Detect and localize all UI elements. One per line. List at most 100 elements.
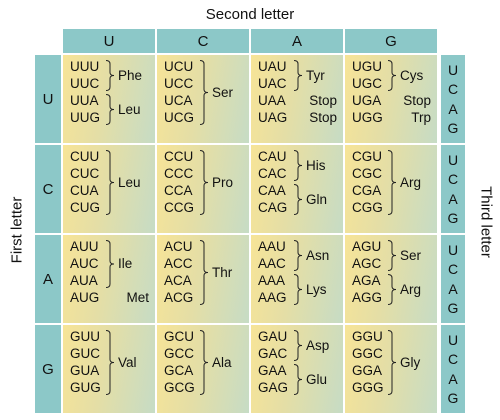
- amino-acid-label: Trp: [411, 110, 431, 125]
- brace-mark: [105, 60, 115, 91]
- third-letter-u: U: [447, 241, 459, 258]
- amino-acid-label: Leu: [118, 101, 141, 117]
- codon: GAC: [258, 346, 288, 361]
- codon-cell: UCU UCC UCA UCG Ser: [157, 55, 249, 143]
- codon: UUG: [70, 110, 100, 125]
- brace-mark: [105, 240, 115, 288]
- codon-cell: CCU CCC CCA CCG Pro: [157, 145, 249, 233]
- third-letter-g: G: [447, 210, 459, 227]
- amino-acid-label: Arg: [400, 281, 422, 297]
- first-letter-cell-a: A: [35, 235, 61, 323]
- brace-mark: [387, 150, 397, 215]
- third-letter-u: U: [447, 151, 459, 168]
- codon: UUC: [70, 76, 100, 91]
- codon: GGG: [352, 380, 384, 395]
- codon: CCA: [164, 183, 193, 198]
- codon: CAC: [258, 166, 287, 181]
- brace-mark: [293, 364, 303, 395]
- second-letter-header-c: C: [157, 29, 249, 53]
- codon: GAA: [258, 363, 287, 378]
- codon-cell: AGU AGC AGA AGG Ser Arg: [345, 235, 437, 323]
- codon-cell: UGU UGC UGA UGG Cys Stop Trp: [345, 55, 437, 143]
- codon: UAC: [258, 76, 287, 91]
- amino-acid-label: Glu: [306, 371, 328, 387]
- codon: AAC: [258, 256, 286, 271]
- amino-acid-label: Leu: [118, 174, 141, 190]
- codon-cell: CAU CAC CAA CAG His Gln: [251, 145, 343, 233]
- codon-cell: GUU GUC GUA GUG Val: [63, 325, 155, 413]
- codon: GAU: [258, 329, 288, 344]
- codon: ACG: [164, 290, 194, 305]
- codon-cell: CUU CUC CUA CUG Leu: [63, 145, 155, 233]
- codon: CUC: [70, 166, 100, 181]
- codon: CUU: [70, 149, 100, 164]
- first-letter-cell-u: U: [35, 55, 61, 143]
- third-letter-c: C: [447, 351, 459, 368]
- brace-mark: [387, 274, 397, 305]
- amino-acid-label: Gly: [400, 354, 421, 370]
- brace-mark: [387, 240, 397, 271]
- codon: CCG: [164, 200, 194, 215]
- brace-mark: [387, 60, 397, 91]
- first-letter-cell-g: G: [35, 325, 61, 413]
- codon-cell: GAU GAC GAA GAG Asp Glu: [251, 325, 343, 413]
- codon: CGA: [352, 183, 382, 198]
- codon: UAA: [258, 93, 286, 108]
- codon-cell: GGU GGC GGA GGG Gly: [345, 325, 437, 413]
- codon: CUG: [70, 200, 100, 215]
- codon: UGU: [352, 59, 382, 74]
- third-letter-a: A: [448, 280, 458, 297]
- brace-mark: [105, 150, 115, 215]
- codon: AGC: [352, 256, 382, 271]
- brace-mark: [199, 150, 209, 215]
- second-letter-header-u: U: [63, 29, 155, 53]
- amino-acid-label: Ala: [212, 354, 232, 370]
- brace-mark: [199, 330, 209, 395]
- codon: UAG: [258, 110, 288, 125]
- brace-mark: [387, 330, 397, 395]
- brace-mark: [293, 150, 303, 181]
- codon: GUC: [70, 346, 100, 361]
- codon: GCG: [164, 380, 195, 395]
- codon-cell: AAU AAC AAA AAG Asn Lys: [251, 235, 343, 323]
- codon: UGA: [352, 93, 382, 108]
- codon: UCA: [164, 93, 193, 108]
- codon: UCU: [164, 59, 194, 74]
- codon: GUG: [70, 380, 101, 395]
- codon: ACC: [164, 256, 193, 271]
- amino-acid-label: Thr: [212, 264, 233, 280]
- third-letter-c: C: [447, 261, 459, 278]
- brace-mark: [293, 60, 303, 91]
- codon: AUA: [70, 273, 98, 288]
- codon: AAA: [258, 273, 286, 288]
- codon: CGU: [352, 149, 382, 164]
- amino-acid-label: Gln: [306, 191, 328, 207]
- codon: AAU: [258, 239, 286, 254]
- third-letter-c: C: [447, 81, 459, 98]
- amino-acid-label: His: [306, 157, 326, 173]
- third-letter-g: G: [447, 120, 459, 137]
- amino-acid-label: Arg: [400, 174, 422, 190]
- codon: CAU: [258, 149, 287, 164]
- codon: UGC: [352, 76, 382, 91]
- codon-cell: UUU UUC UUA UUG Phe Leu: [63, 55, 155, 143]
- amino-acid-label: Ser: [400, 247, 422, 263]
- codon: AUG: [70, 290, 100, 305]
- third-letter-a: A: [448, 190, 458, 207]
- third-letter-u: U: [447, 331, 459, 348]
- codon: CCC: [164, 166, 194, 181]
- brace-mark: [293, 274, 303, 305]
- codon-cell: CGU CGC CGA CGG Arg: [345, 145, 437, 233]
- codon: ACU: [164, 239, 193, 254]
- amino-acid-label: Stop: [309, 93, 337, 108]
- third-letter-a: A: [448, 370, 458, 387]
- codon: GCA: [164, 363, 194, 378]
- brace-mark: [199, 60, 209, 125]
- third-letter-c: C: [447, 171, 459, 188]
- codon: CCU: [164, 149, 194, 164]
- codon: GUU: [70, 329, 100, 344]
- codon: UAU: [258, 59, 287, 74]
